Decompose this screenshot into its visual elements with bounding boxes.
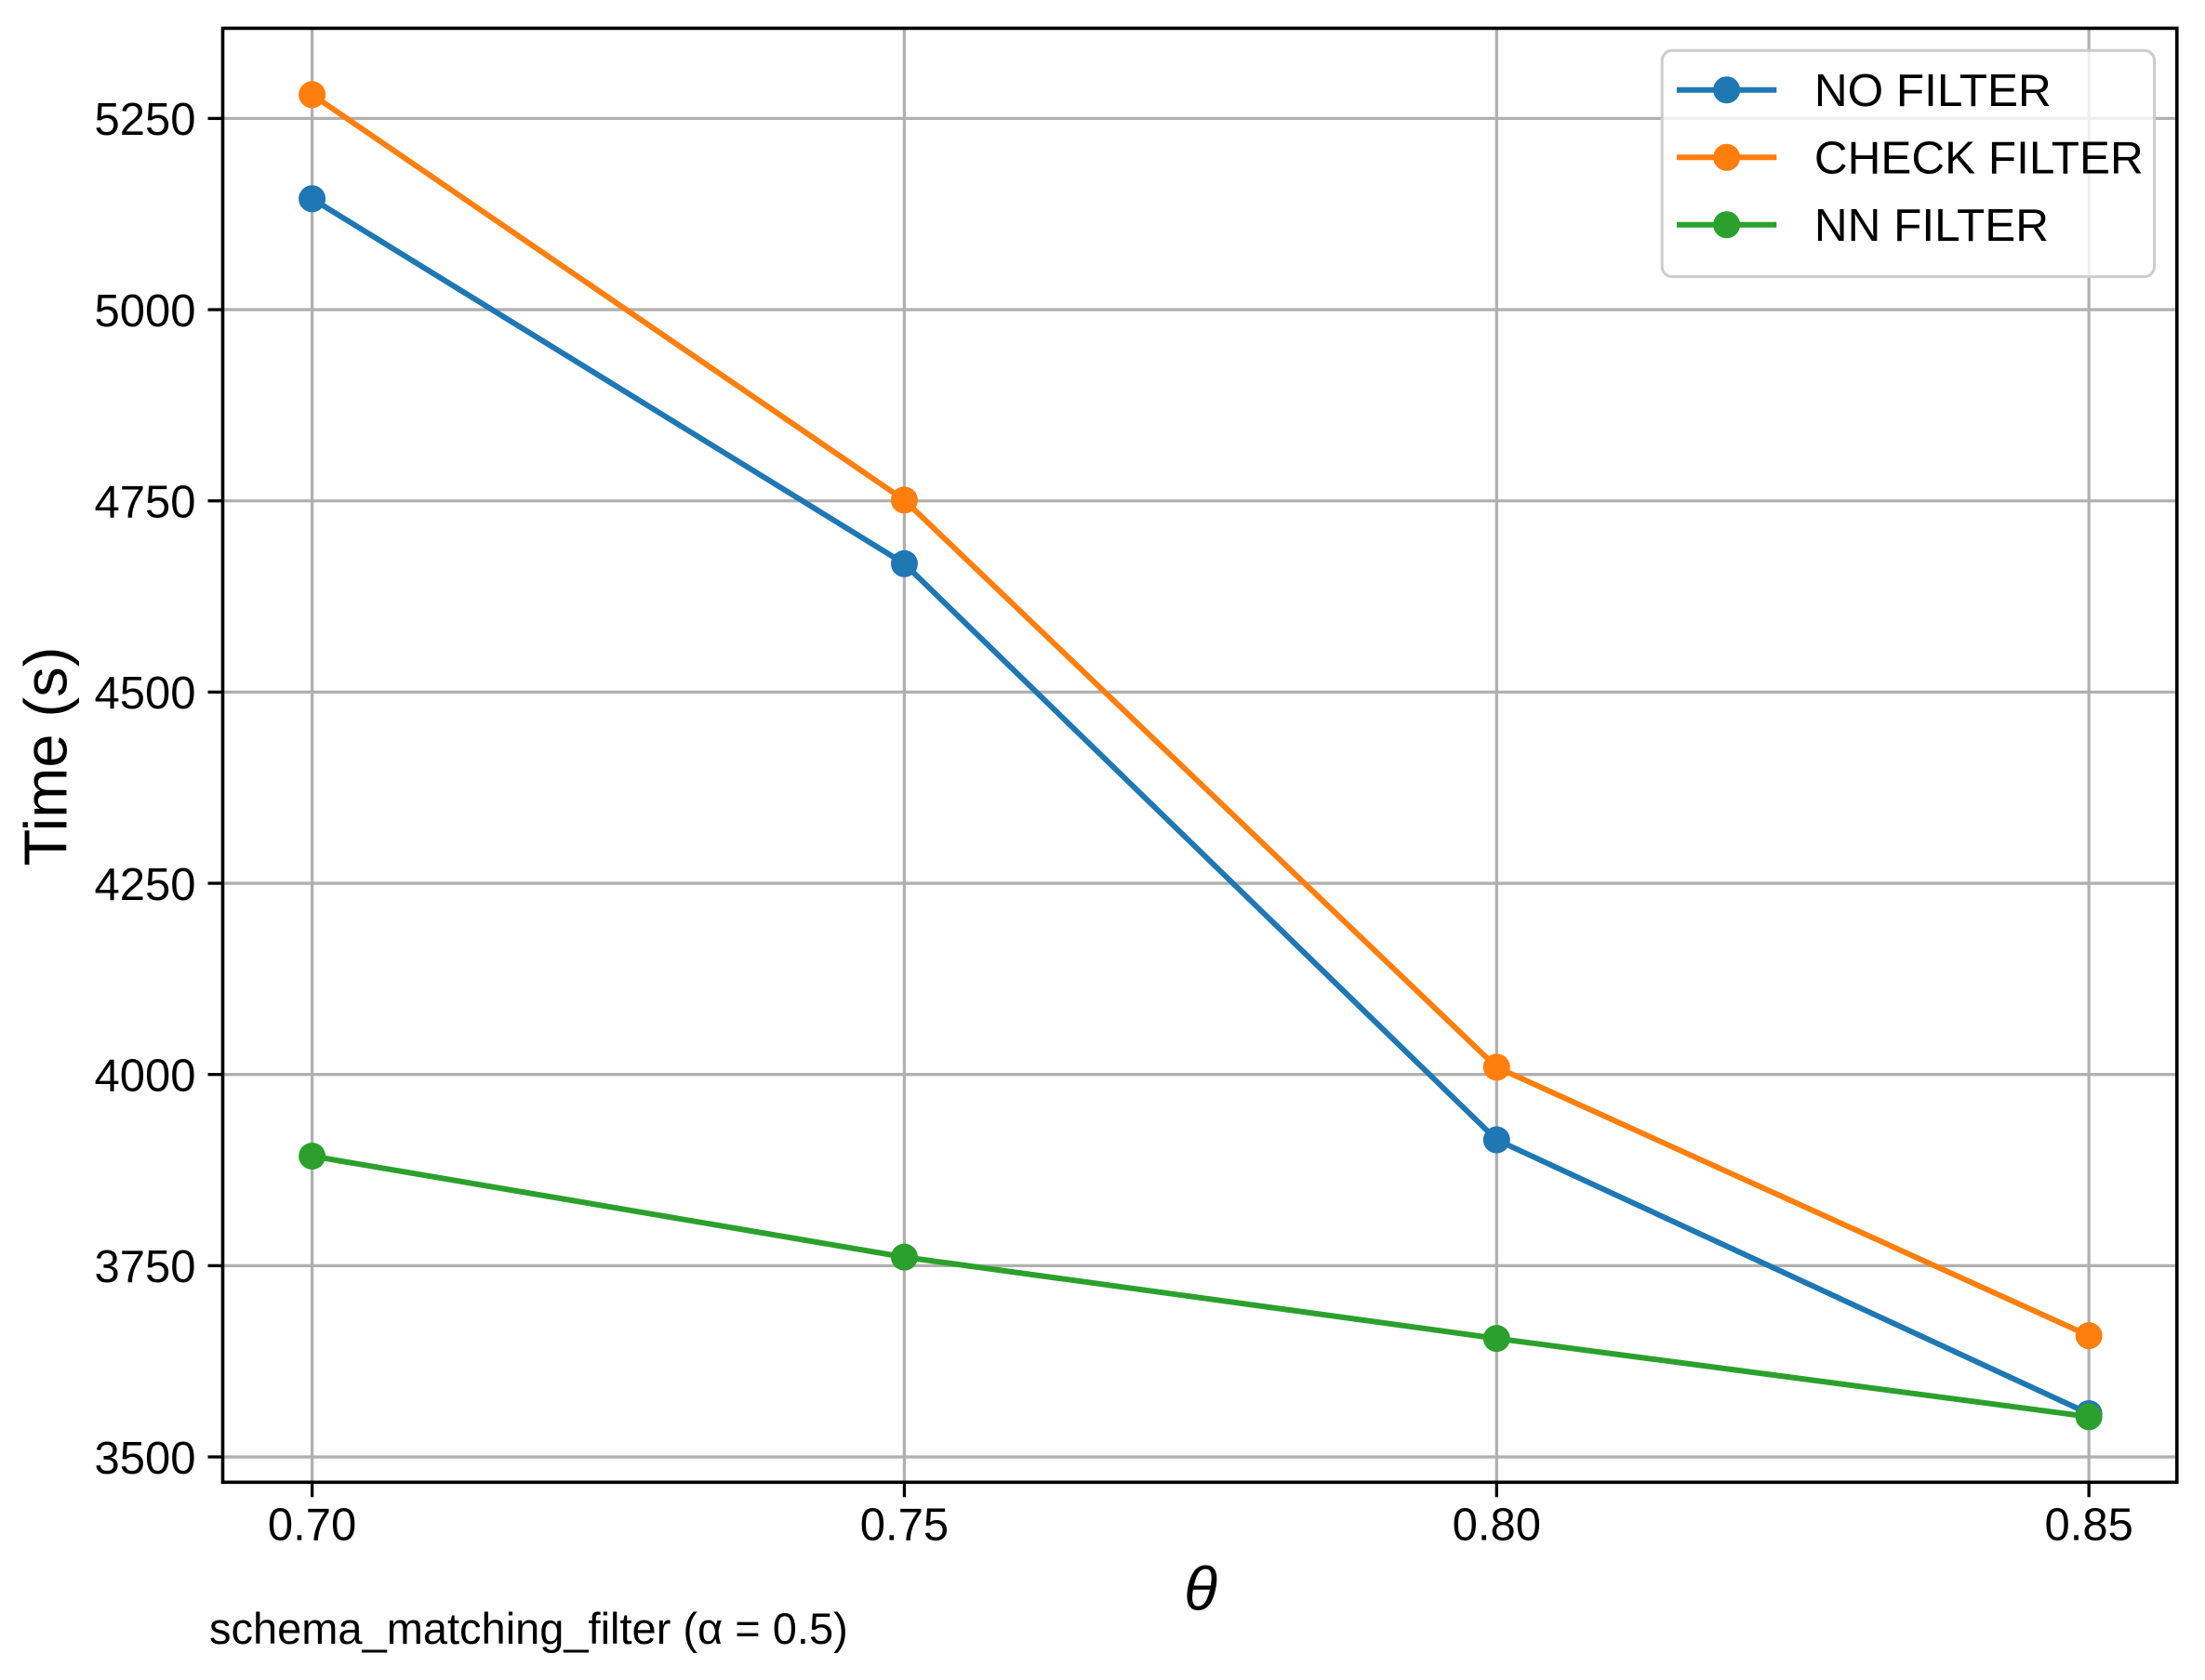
svg-text:4750: 4750: [94, 478, 195, 528]
svg-text:Time (s): Time (s): [12, 647, 80, 866]
svg-text:0.75: 0.75: [860, 1501, 949, 1551]
svg-text:4500: 4500: [94, 668, 195, 719]
svg-text:CHECK FILTER: CHECK FILTER: [1814, 133, 2144, 184]
svg-text:3500: 3500: [94, 1434, 195, 1484]
svg-text:θ: θ: [1184, 1554, 1217, 1623]
svg-text:0.70: 0.70: [268, 1501, 356, 1551]
svg-text:0.85: 0.85: [2044, 1501, 2132, 1551]
svg-text:schema_matching_filter (α = 0.: schema_matching_filter (α = 0.5): [209, 1604, 848, 1653]
svg-text:5250: 5250: [94, 95, 195, 145]
svg-text:5000: 5000: [94, 286, 195, 337]
svg-text:4000: 4000: [94, 1052, 195, 1102]
svg-text:4250: 4250: [94, 860, 195, 910]
svg-text:NN FILTER: NN FILTER: [1814, 200, 2049, 251]
svg-text:NO FILTER: NO FILTER: [1814, 65, 2052, 116]
svg-text:3750: 3750: [94, 1242, 195, 1292]
svg-text:0.80: 0.80: [1453, 1501, 1541, 1551]
